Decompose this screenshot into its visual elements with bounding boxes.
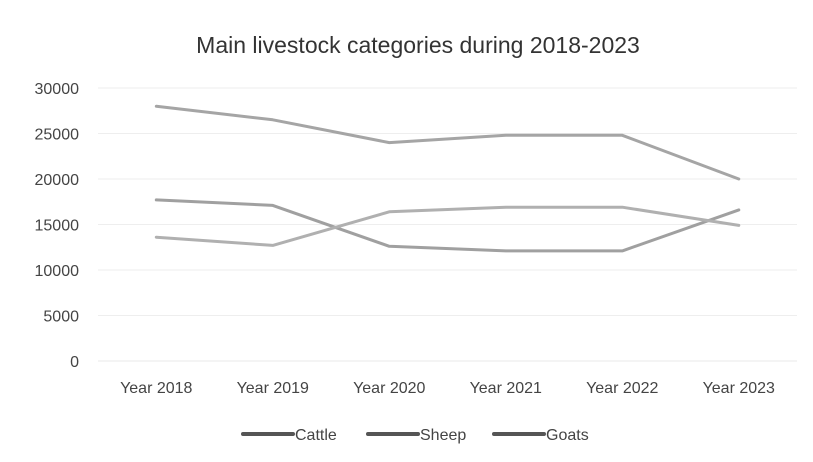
y-tick-label: 20000 (35, 172, 80, 189)
y-tick-label: 30000 (35, 81, 80, 98)
series-line-goats (154, 205, 741, 247)
x-tick-label: Year 2023 (703, 380, 775, 397)
x-tick-label: Year 2020 (353, 380, 425, 397)
y-tick-label: 15000 (35, 218, 80, 235)
gridlines (98, 87, 797, 362)
x-tick-label: Year 2018 (120, 380, 192, 397)
legend-label-cattle: Cattle (295, 427, 337, 444)
y-axis-ticks: 0 5000 10000 15000 20000 25000 30000 (35, 81, 80, 371)
x-axis-ticks: Year 2018 Year 2019 Year 2020 Year 2021 Year… (120, 380, 775, 397)
x-tick-label: Year 2019 (237, 380, 309, 397)
x-tick-label: Year 2022 (586, 380, 658, 397)
y-tick-label: 0 (70, 354, 79, 371)
x-tick-label: Year 2021 (470, 380, 542, 397)
legend-label-goats: Goats (546, 427, 589, 444)
legend-label-sheep: Sheep (420, 427, 466, 444)
series-line-cattle (154, 104, 741, 181)
y-tick-label: 25000 (35, 127, 80, 144)
y-tick-label: 10000 (35, 263, 80, 280)
series-lines (154, 104, 741, 253)
chart-title: Main livestock categories during 2018-20… (196, 32, 640, 58)
y-tick-label: 5000 (43, 309, 79, 326)
legend: Cattle Sheep Goats (241, 427, 589, 444)
series-line-sheep (154, 198, 741, 253)
